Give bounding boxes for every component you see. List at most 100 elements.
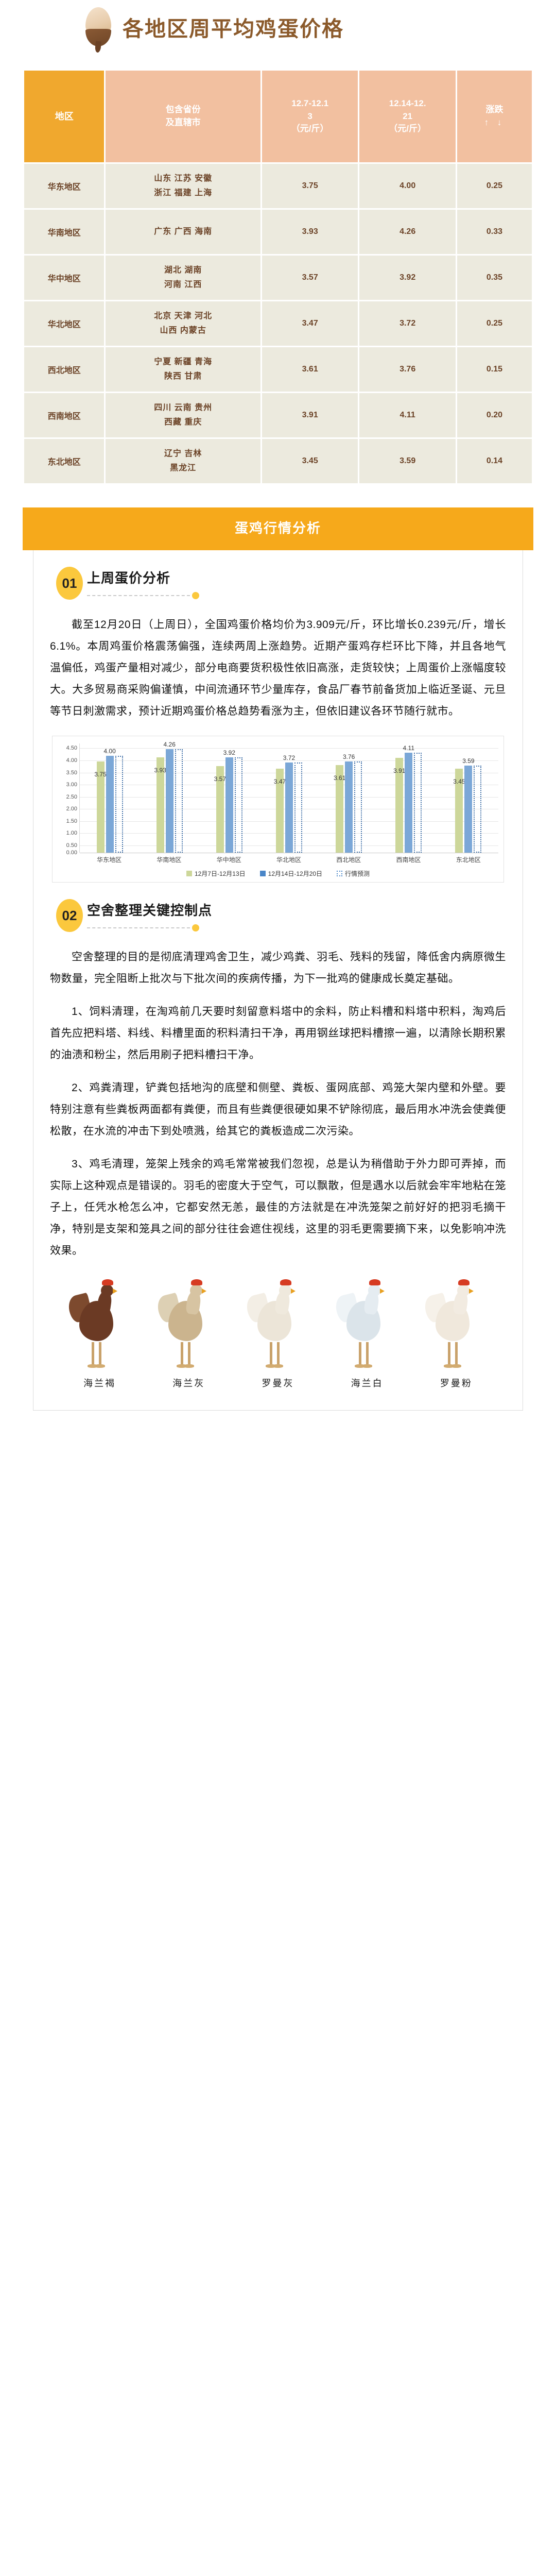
chart-bar-group: 3.57 3.92: [199, 743, 259, 853]
cell-change: 0.15: [457, 347, 532, 392]
x-tick-label: 西南地区: [396, 856, 421, 863]
cell-price-period1: 3.75: [262, 164, 358, 208]
chart-data-label: 3.75: [94, 771, 107, 778]
section-rule: [87, 924, 212, 931]
cell-region: 华北地区: [24, 301, 105, 346]
period2-line2: 21: [403, 111, 413, 121]
breed-gallery: 海兰褐 海兰灰 罗曼灰 海兰白 罗曼粉: [50, 1262, 506, 1395]
chart-bar: 3.45: [453, 769, 465, 853]
section-number-badge: 01: [56, 567, 83, 600]
cell-price-period2: 3.72: [359, 301, 456, 346]
chart-bar: 4.00: [103, 748, 116, 853]
column-header-provinces-line2: 及直辖市: [165, 117, 201, 127]
y-tick: 1.50: [66, 818, 77, 824]
section-rule: [87, 591, 199, 599]
chart-bar: [354, 761, 362, 853]
chart-bar: [294, 762, 302, 853]
x-tick-label: 华中地区: [216, 856, 241, 863]
breed-item: 海兰灰: [150, 1279, 228, 1389]
chart-bar: [474, 765, 482, 853]
provinces-line2: 山西 内蒙古: [160, 326, 206, 335]
cell-region: 西北地区: [24, 347, 105, 392]
provinces-line2: 陕西 甘肃: [164, 372, 202, 381]
chart-bar: 3.75: [94, 761, 107, 853]
y-tick: 1.00: [66, 830, 77, 837]
provinces-line1: 宁夏 新疆 青海: [154, 358, 213, 366]
chicken-icon: [65, 1279, 131, 1372]
chicken-icon: [155, 1279, 220, 1372]
cell-provinces: 四川 云南 贵州 西藏 重庆: [106, 393, 260, 437]
cell-region: 华东地区: [24, 164, 105, 208]
y-tick: 0.00: [66, 850, 77, 856]
legend-swatch-icon: [186, 871, 192, 876]
legend-label: 12月14日-12月20日: [268, 870, 323, 877]
column-header-region: 地区: [24, 71, 105, 162]
table-row: 西北地区 宁夏 新疆 青海 陕西 甘肃 3.61 3.76 0.15: [24, 347, 532, 392]
cell-provinces: 辽宁 吉林 黑龙江: [106, 439, 260, 483]
provinces-line1: 湖北 湖南: [164, 266, 202, 275]
period1-line2: 3: [307, 111, 312, 121]
chart-data-label: 3.57: [214, 775, 227, 783]
analysis-panel: 01 上周蛋价分析 截至12月20日（上周日），全国鸡蛋价格均价为3.909元/…: [33, 546, 523, 1411]
chart-bar-group: 3.45 3.59: [439, 743, 498, 853]
chart-data-label: 4.00: [103, 747, 116, 755]
breed-item: 海兰褐: [61, 1279, 138, 1389]
chart-bar: 3.59: [462, 757, 475, 853]
x-tick-label: 东北地区: [456, 856, 481, 863]
chart-data-label: 3.76: [342, 753, 355, 760]
chart-data-label: 4.26: [163, 741, 176, 749]
legend-item-series1: 12月7日-12月13日: [186, 869, 246, 878]
y-tick: 4.00: [66, 757, 77, 764]
analysis-banner-title: 蛋鸡行情分析: [23, 507, 533, 550]
provinces-line2: 黑龙江: [170, 464, 197, 472]
cell-change: 0.25: [457, 301, 532, 346]
chicken-icon: [333, 1279, 398, 1372]
chart-bar: [414, 753, 422, 853]
chart-plot-area: 3.75 4.00 3.93 4.26 3.57 3.92 3.47 3.72 3.61 3.76…: [79, 741, 498, 853]
legend-item-series2: 12月14日-12月20日: [259, 869, 323, 878]
cell-region: 华南地区: [24, 210, 105, 254]
x-tick-label: 华南地区: [157, 856, 182, 863]
legend-item-forecast: 行情预测: [337, 869, 370, 878]
cell-price-period1: 3.47: [262, 301, 358, 346]
chart-data-label: 3.72: [283, 754, 296, 761]
table-row: 华东地区 山东 江苏 安徽 浙江 福建 上海 3.75 4.00 0.25: [24, 164, 532, 208]
provinces-line2: 西藏 重庆: [164, 418, 202, 427]
cell-change: 0.14: [457, 439, 532, 483]
chart-y-axis: 4.50 4.00 3.50 3.00 2.50 2.00 1.50 1.00 …: [58, 743, 79, 856]
chart-data-label: 3.93: [154, 766, 166, 774]
page-header: 各地区周平均鸡蛋价格: [0, 0, 556, 61]
y-tick: 2.00: [66, 806, 77, 812]
section-heading-02: 02 空舍整理关键控制点: [50, 896, 506, 935]
breed-item: 海兰白: [328, 1279, 406, 1389]
dot-icon: [192, 591, 199, 599]
cell-change: 0.25: [457, 164, 532, 208]
cell-region: 西南地区: [24, 393, 105, 437]
chart-data-label: 4.11: [403, 744, 414, 752]
egg-price-bar-chart: 4.50 4.00 3.50 3.00 2.50 2.00 1.50 1.00 …: [52, 736, 504, 883]
chart-x-axis: 华东地区 华南地区 华中地区 华北地区 西北地区 西南地区 东北地区: [79, 855, 498, 864]
chart-bar: [234, 757, 242, 853]
cell-provinces: 宁夏 新疆 青海 陕西 甘肃: [106, 347, 260, 392]
price-table-body: 华东地区 山东 江苏 安徽 浙江 福建 上海 3.75 4.00 0.25 华南…: [24, 164, 532, 483]
period2-unit: （元/斤）: [389, 124, 427, 134]
provinces-line2: 浙江 福建 上海: [154, 189, 213, 197]
cell-region: 东北地区: [24, 439, 105, 483]
x-tick-label: 华东地区: [97, 856, 122, 863]
cell-region: 华中地区: [24, 256, 105, 300]
section-paragraph: 空舍整理的目的是彻底清理鸡舍卫生，减少鸡粪、羽毛、残料的残留，降低舍内病原微生物…: [50, 951, 506, 985]
section-title: 空舍整理关键控制点: [87, 902, 213, 918]
period1-line1: 12.7-12.1: [291, 98, 329, 109]
cell-price-period1: 3.61: [262, 347, 358, 392]
section-paragraph: 1、饲料清理，在淘鸡前几天要时刻留意料塔中的余料，防止料槽和料塔中积料，淘鸡后首…: [50, 1006, 506, 1061]
cell-provinces: 湖北 湖南 河南 江西: [106, 256, 260, 300]
chart-bar: [115, 755, 123, 853]
chart-bar: 3.72: [283, 754, 295, 853]
period1-unit: （元/斤）: [291, 124, 329, 134]
breed-name: 海兰白: [351, 1378, 384, 1388]
chart-data-label: 3.59: [462, 757, 475, 765]
chart-bar: 3.76: [343, 753, 355, 853]
provinces-line1: 北京 天津 河北: [154, 312, 213, 320]
dot-icon: [192, 924, 199, 931]
breed-name: 罗曼灰: [262, 1378, 294, 1388]
